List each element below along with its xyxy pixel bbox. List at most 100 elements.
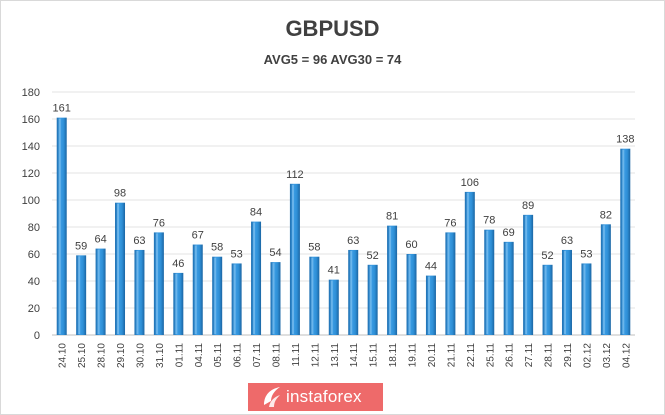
bar-highlight — [408, 255, 411, 334]
bar — [134, 249, 145, 335]
x-tick-label: 04.12 — [621, 343, 632, 368]
data-label: 69 — [503, 227, 515, 239]
x-tick-label: 22.11 — [466, 343, 477, 368]
bar — [445, 232, 456, 335]
y-tick-label: 80 — [28, 222, 40, 234]
bar-highlight — [525, 215, 528, 334]
bar — [523, 214, 534, 335]
data-label: 84 — [250, 207, 262, 219]
data-label: 53 — [580, 248, 592, 260]
bar — [620, 148, 631, 335]
bar-highlight — [78, 256, 81, 334]
x-tick-label: 07.11 — [252, 343, 263, 368]
bar-highlight — [486, 230, 489, 334]
data-label: 82 — [600, 209, 612, 221]
bar-highlight — [97, 249, 100, 334]
data-label: 53 — [230, 248, 242, 260]
bar-highlight — [544, 265, 547, 334]
bar — [173, 272, 184, 335]
x-tick-label: 31.10 — [155, 343, 166, 368]
y-tick-label: 120 — [22, 168, 40, 180]
data-label: 59 — [75, 240, 87, 252]
bar — [76, 255, 87, 335]
x-tick-label: 19.11 — [408, 343, 419, 368]
bar — [192, 244, 203, 335]
data-label: 44 — [425, 261, 437, 273]
bar — [600, 224, 611, 335]
x-tick-label: 02.12 — [582, 343, 593, 368]
x-tick-label: 20.11 — [427, 343, 438, 368]
bar — [270, 262, 281, 335]
bar — [56, 117, 67, 336]
x-tick-label: 26.11 — [505, 343, 516, 368]
data-label: 81 — [386, 211, 398, 223]
x-tick-label: 01.11 — [174, 343, 185, 368]
data-label: 161 — [53, 103, 71, 115]
bar-highlight — [389, 226, 392, 334]
bar-highlight — [350, 250, 353, 334]
bar-highlight — [427, 276, 430, 334]
y-tick-label: 60 — [28, 249, 40, 261]
x-tick-label: 11.11 — [291, 343, 302, 367]
x-tick-label: 15.11 — [369, 343, 380, 368]
bar — [212, 256, 223, 335]
x-tick-label: 30.10 — [135, 343, 146, 368]
x-tick-label: 12.11 — [310, 343, 321, 368]
x-tick-label: 25.10 — [77, 343, 88, 368]
data-label: 112 — [286, 169, 304, 181]
bar — [95, 248, 106, 335]
x-tick-label: 05.11 — [213, 343, 224, 368]
data-label: 52 — [367, 250, 379, 262]
bar — [309, 256, 320, 335]
chart-subtitle: AVG5 = 96 AVG30 = 74 — [263, 52, 402, 67]
data-label: 63 — [133, 235, 145, 247]
bar — [328, 279, 339, 335]
bar — [251, 221, 262, 335]
y-tick-label: 140 — [22, 141, 40, 153]
bar — [348, 249, 359, 335]
y-tick-label: 40 — [28, 276, 40, 288]
instaforex-logo-icon — [264, 387, 280, 407]
data-label: 89 — [522, 200, 534, 212]
bar — [542, 264, 553, 335]
data-label: 60 — [405, 239, 417, 251]
data-label: 58 — [308, 242, 320, 254]
bar-highlight — [330, 280, 333, 334]
data-label: 78 — [483, 215, 495, 227]
data-label: 76 — [153, 217, 165, 229]
bar-highlight — [58, 118, 61, 335]
x-tick-label: 14.11 — [349, 343, 360, 368]
bar — [464, 191, 475, 335]
bar-highlight — [194, 245, 197, 334]
bar — [289, 183, 300, 335]
bar-highlight — [291, 184, 294, 334]
bar — [406, 254, 417, 335]
x-tick-label: 25.11 — [485, 343, 496, 368]
bar-highlight — [583, 264, 586, 334]
bar-highlight — [466, 192, 469, 334]
bar — [425, 275, 436, 335]
bar — [581, 263, 592, 335]
bar-highlight — [563, 250, 566, 334]
data-label: 52 — [541, 250, 553, 262]
data-label: 98 — [114, 188, 126, 200]
bar — [484, 229, 495, 335]
bar-highlight — [233, 264, 236, 334]
data-label: 58 — [211, 242, 223, 254]
instaforex-watermark: instaforex — [248, 383, 383, 411]
data-label: 41 — [328, 265, 340, 277]
bar-highlight — [369, 265, 372, 334]
x-tick-label: 27.11 — [524, 343, 535, 368]
x-tick-label: 18.11 — [388, 343, 399, 368]
watermark-text: instaforex — [286, 387, 362, 406]
bar-highlight — [447, 233, 450, 334]
y-tick-label: 100 — [22, 195, 40, 207]
x-tick-label: 29.10 — [116, 343, 127, 368]
bar-highlight — [214, 257, 217, 334]
x-tick-label: 21.11 — [446, 343, 457, 368]
data-label: 76 — [444, 217, 456, 229]
data-label: 54 — [269, 247, 281, 259]
bar-highlight — [311, 257, 314, 334]
data-label: 46 — [172, 258, 184, 270]
